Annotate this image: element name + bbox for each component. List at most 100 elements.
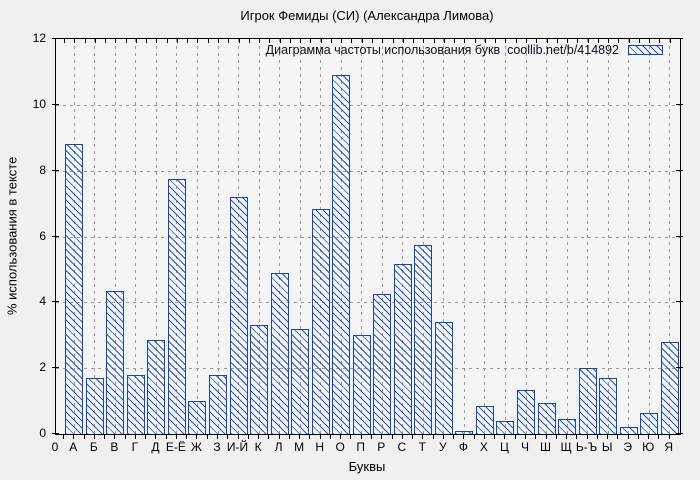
x-tick-mark-top [166,39,168,43]
bar-С [393,264,412,434]
x-origin-label: 0 [51,440,59,454]
x-tick-label: Ш [540,440,552,454]
v-gridline [484,39,486,434]
x-tick-mark [114,435,116,439]
bar-Т [414,244,433,434]
bar-И-Й [229,197,248,434]
y-tick-mark [676,38,683,39]
x-tick-mark-top [402,39,404,43]
x-tick-mark [268,435,270,439]
y-tick-mark [52,169,59,171]
x-tick-mark [93,435,95,439]
x-tick-mark-top [372,39,373,43]
v-gridline [299,39,301,434]
v-gridline [94,39,96,434]
x-tick-mark [217,435,218,439]
x-tick-mark-top [176,39,178,43]
x-tick-mark-top [464,39,466,43]
bar-Щ [558,419,577,434]
bar-Ф [455,430,474,434]
x-tick-mark [73,435,75,439]
x-tick-label: Ф [458,440,468,454]
v-gridline [607,39,609,434]
x-tick-mark [545,435,547,439]
legend-label: Диаграмма частоты использования букв coo… [265,43,619,57]
x-tick-mark [617,435,619,439]
v-gridline [135,39,137,434]
x-tick-mark [432,435,434,439]
x-tick-mark [566,435,568,439]
x-tick-mark [83,435,85,439]
x-tick-mark [134,435,136,439]
x-tick-label: Э [623,440,632,454]
x-tick-mark-top [310,39,312,43]
x-tick-mark [658,435,660,439]
bar-У [434,322,453,434]
v-gridline [361,39,363,434]
bar-Е-Ё [167,178,186,434]
x-tick-mark-top [423,39,425,43]
x-tick-mark-top [135,39,137,43]
bar-П [352,335,371,434]
legend: Диаграмма частоты использования букв coo… [266,43,663,57]
x-tick-mark-top [259,39,261,43]
bar-Х [475,406,494,434]
x-tick-label: Я [664,440,674,454]
x-tick-mark [278,435,280,439]
x-tick-mark-top [105,39,107,43]
v-gridline [463,39,465,434]
x-tick-mark [247,435,249,439]
x-tick-mark-top [505,39,507,43]
v-gridline [669,39,671,434]
y-tick-label: 2 [39,360,46,375]
bar-Ю [640,412,659,434]
x-tick-label: Ц [500,440,509,454]
x-tick-mark-top [320,39,322,43]
x-tick-mark-top [484,39,486,43]
y-tick-label: 4 [39,294,46,309]
v-gridline [566,39,568,434]
x-tick-mark [668,435,670,439]
x-tick-mark [586,435,588,439]
x-tick-mark-top [669,39,671,43]
x-tick-mark-top [638,39,640,43]
v-gridline [258,39,260,434]
x-tick-mark-top [94,39,96,43]
y-tick-mark [52,103,59,105]
y-tick-mark [676,433,683,434]
v-gridline [155,39,157,434]
x-tick-mark [381,435,383,439]
x-tick-label: И-Й [226,440,249,454]
y-tick-label: 8 [39,162,46,177]
x-tick-mark-top [546,39,548,43]
x-tick-label: Ю [642,440,655,454]
x-tick-mark [504,435,506,439]
x-tick-mark [637,435,639,439]
x-tick-mark-top [279,39,281,43]
y-tick-mark [52,235,59,237]
x-tick-mark-top [536,39,538,43]
x-tick-mark [453,435,455,439]
v-gridline [443,39,445,434]
x-tick-mark-top [84,39,86,43]
bar-Р [373,294,392,434]
x-tick-mark-top [361,39,363,43]
y-tick-mark [676,235,683,237]
bar-З [209,374,227,434]
y-tick-mark [676,367,683,369]
x-tick-mark-top [577,39,579,43]
v-gridline [628,39,630,434]
x-tick-mark [237,435,239,439]
x-tick-mark-top [597,39,599,43]
x-tick-mark [422,435,424,439]
x-tick-mark [196,435,198,439]
y-tick-label: 12 [32,31,46,45]
x-tick-mark [145,435,147,439]
x-tick-mark-top [443,39,445,43]
x-tick-label: З [213,440,221,454]
x-tick-mark [155,435,157,439]
x-tick-mark [514,435,516,439]
x-tick-mark [175,435,177,439]
x-tick-label: Т [418,440,426,454]
x-tick-label: Е-Ё [165,440,186,454]
